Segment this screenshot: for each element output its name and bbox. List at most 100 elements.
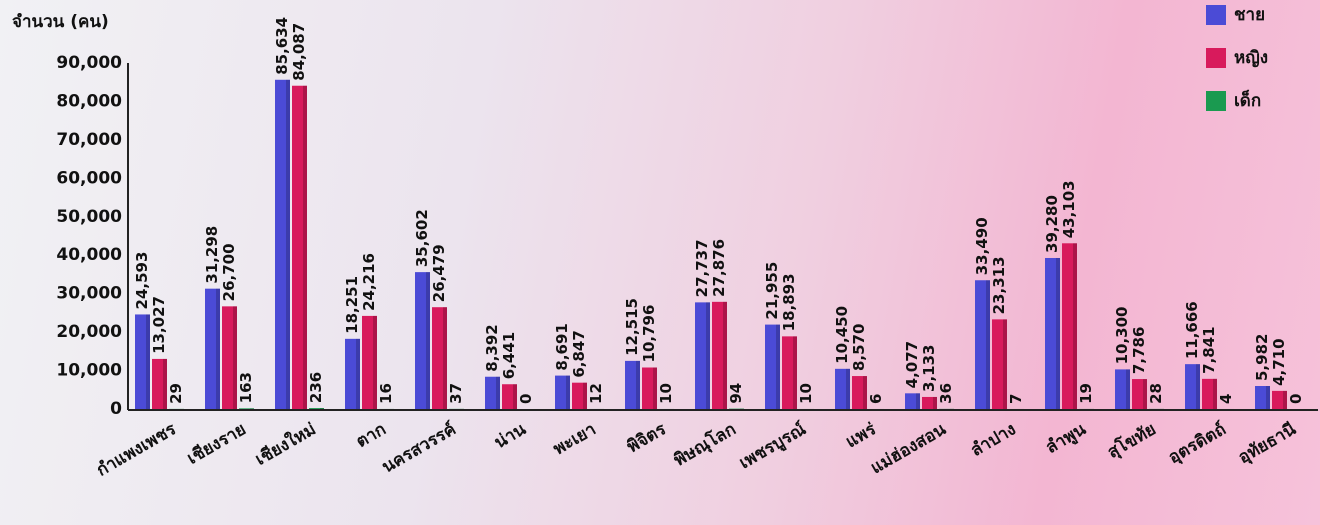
bar [1062,243,1077,409]
value-label: 23,313 [990,256,1008,314]
bar-shade [303,85,307,409]
bar-shade [776,324,780,409]
bar-shade [1056,257,1060,409]
value-label: 12 [587,383,605,404]
bar-shade [583,382,587,409]
bar [1185,364,1200,409]
bar [222,306,237,409]
value-label: 4 [1217,394,1235,404]
x-tick-label: เชียงราย [183,418,249,468]
bar [765,324,780,409]
value-label: 4,710 [1270,338,1288,385]
value-label: 26,479 [430,244,448,302]
x-tick-label: อุทัยธานี [1235,418,1300,468]
value-label: 85,634 [273,17,291,75]
bar [1115,369,1130,409]
value-label: 236 [307,372,325,403]
value-label: 10 [797,383,815,404]
value-label: 8,691 [553,323,571,370]
legend-swatch [1206,5,1226,25]
bar-shade [846,368,850,409]
value-label: 10,450 [833,306,851,364]
value-label: 24,593 [133,252,151,310]
bar [415,272,430,409]
value-label: 37 [447,383,465,404]
value-label: 16 [377,383,395,404]
y-tick-label: 20,000 [56,322,122,342]
y-tick-label: 50,000 [56,207,122,227]
value-label: 7 [1007,394,1025,404]
bar [992,319,1007,409]
bar-shade [443,307,447,409]
legend-label: เด็ก [1234,88,1261,111]
x-tick-label: ตาก [353,419,390,452]
value-label: 27,737 [693,239,711,297]
bar-shade [426,272,430,409]
bar-shade [1283,390,1287,409]
bar-shade [1143,379,1147,409]
y-tick-label: 70,000 [56,130,122,150]
value-label: 7,841 [1200,326,1218,373]
bar-shade [793,336,797,409]
value-label: 0 [517,394,535,404]
x-tick-label: พะเยา [550,419,600,459]
bar [1132,379,1147,409]
bar [572,382,587,409]
value-label: 6,441 [500,332,518,379]
y-tick-label: 90,000 [56,53,122,73]
x-tick-label: ลำปาง [967,419,1019,461]
value-label: 28 [1147,383,1165,404]
value-label: 24,216 [360,253,378,311]
value-label: 6,847 [570,330,588,377]
bar-shade [986,280,990,409]
value-label: 18,893 [780,273,798,331]
value-label: 11,666 [1183,301,1201,359]
value-label: 0 [1287,394,1305,404]
bar [362,315,377,409]
value-label: 94 [727,383,745,404]
x-tick-label: อุตรดิตถ์ [1165,418,1230,468]
x-tick-label: แพร่ [842,419,880,452]
bar [309,408,324,409]
y-tick-label: 60,000 [56,168,122,188]
bar [432,307,447,409]
value-label: 43,103 [1060,180,1078,238]
value-label: 8,570 [850,324,868,371]
bar-shade [286,79,290,409]
y-tick-label: 0 [110,399,122,419]
x-tick-label: พิจิตร [624,419,671,457]
bar-shade [250,408,254,409]
bar [1202,378,1217,409]
bar [135,314,150,409]
bar [625,360,640,409]
bar [712,301,727,409]
x-tick-label: พิษณุโลก [670,418,739,470]
bar-shade [863,376,867,409]
bar-shade [1266,386,1270,409]
y-axis-label: จำนวน (คน) [12,12,109,32]
bar-shade [916,393,920,409]
value-label: 31,298 [203,226,221,284]
value-label: 13,027 [150,296,168,354]
value-label: 29 [167,383,185,404]
bar [835,368,850,409]
bar [1272,390,1287,409]
legend-label: หญิง [1234,48,1268,68]
bar [782,336,797,409]
bar-shade [356,338,360,409]
value-label: 10,796 [640,305,658,363]
bar-shade [636,360,640,409]
x-tick-label: เชียงใหม่ [252,418,320,469]
value-label: 39,280 [1043,195,1061,253]
bar [239,408,254,409]
value-label: 33,490 [973,217,991,275]
bar [152,358,167,409]
value-label: 18,251 [343,276,361,334]
bar [642,367,657,409]
value-label: 12,515 [623,298,641,356]
bar [502,384,517,409]
bar-shade [163,358,167,409]
value-label: 5,982 [1253,334,1271,381]
value-label: 163 [237,372,255,403]
bar-shade [373,315,377,409]
